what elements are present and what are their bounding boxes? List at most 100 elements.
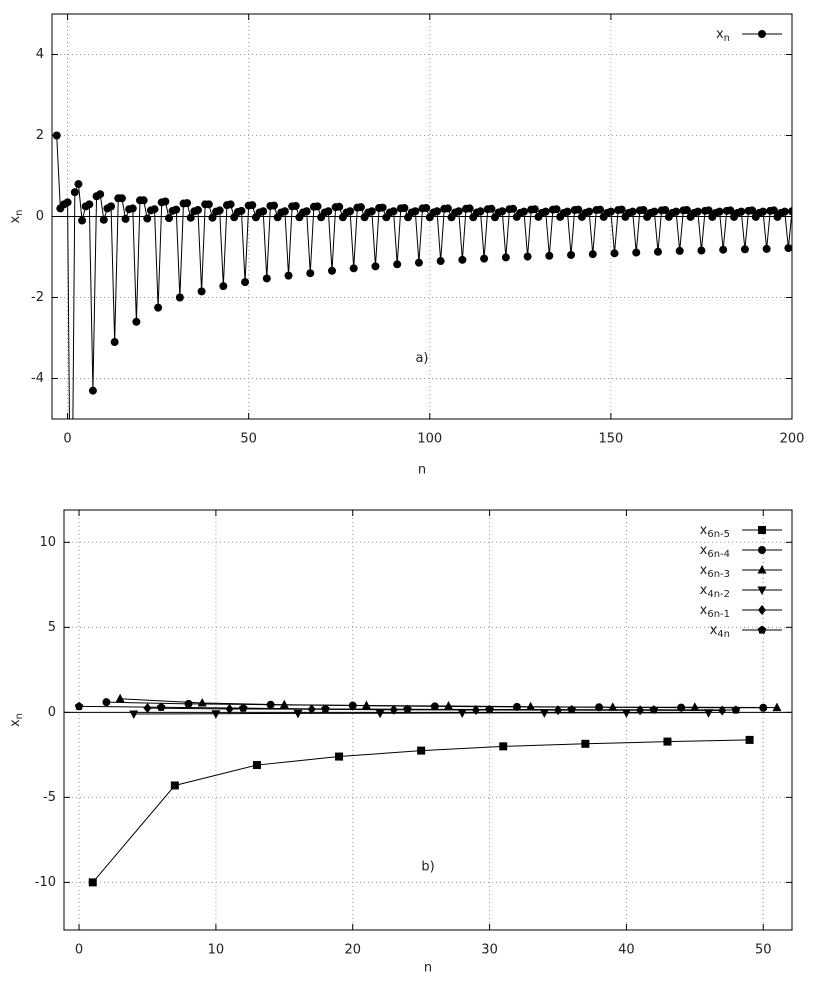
marker [327, 266, 336, 275]
marker [349, 264, 358, 273]
legend-subscript: 6n-4 [707, 549, 730, 560]
legend-name: x [700, 543, 708, 558]
marker [115, 693, 125, 703]
y-tick-label: 0 [48, 705, 56, 720]
marker [335, 202, 344, 211]
marker [444, 701, 454, 710]
legend-label: x4n [710, 623, 730, 641]
marker [150, 205, 159, 214]
marker [70, 188, 79, 197]
marker [436, 257, 445, 266]
legend-subscript: 6n-3 [707, 569, 730, 580]
marker [117, 194, 126, 203]
marker [88, 878, 97, 887]
marker [731, 705, 741, 714]
plot-frame [63, 509, 793, 931]
x-tick-label: 0 [75, 943, 83, 958]
marker [526, 701, 536, 711]
marker [690, 702, 700, 711]
y-tick-label: 10 [39, 535, 56, 550]
marker [545, 251, 554, 260]
marker [238, 703, 248, 712]
marker [563, 207, 572, 216]
marker [215, 206, 224, 215]
y-axis-label-main: x [8, 719, 23, 727]
marker [85, 200, 94, 209]
marker [132, 317, 141, 326]
marker [759, 207, 768, 216]
marker [675, 246, 684, 255]
legend-subscript: 4n-2 [707, 589, 730, 600]
marker [509, 204, 518, 213]
marker [211, 710, 221, 719]
marker [400, 203, 409, 212]
marker [784, 244, 792, 253]
marker [102, 698, 111, 707]
annotation: a) [415, 351, 428, 366]
marker [649, 705, 659, 714]
legend-label: x6n-5 [700, 523, 730, 541]
legend-marker [758, 605, 766, 615]
x-axis-label: n [418, 463, 426, 478]
marker [457, 709, 467, 719]
marker [156, 702, 166, 711]
marker [270, 201, 279, 210]
marker [465, 204, 474, 213]
marker [293, 709, 303, 719]
marker [433, 207, 442, 216]
marker [78, 216, 87, 225]
marker [88, 386, 97, 395]
marker [389, 207, 398, 216]
legend-marker [758, 526, 766, 534]
marker [67, 618, 75, 626]
marker [164, 214, 173, 223]
marker [389, 704, 398, 715]
x-tick-label: 150 [598, 432, 623, 447]
marker [291, 201, 300, 210]
series-layer [74, 693, 782, 887]
marker [219, 282, 228, 291]
marker [197, 287, 206, 296]
marker [367, 207, 376, 216]
marker [672, 207, 681, 216]
marker [718, 705, 727, 716]
legend-name: x [700, 603, 708, 618]
marker [128, 204, 137, 213]
legend-label: x6n-4 [700, 543, 730, 561]
marker [617, 205, 626, 214]
legend-marker [757, 625, 767, 634]
x-tick-label: 50 [240, 432, 257, 447]
series-line [133, 712, 709, 715]
marker [361, 700, 371, 710]
marker [498, 207, 507, 216]
marker [302, 207, 311, 216]
x-tick-label: 100 [417, 432, 442, 447]
legend-label: x4n-2 [700, 583, 730, 601]
marker [471, 704, 480, 715]
y-tick-label: -10 [35, 875, 56, 890]
marker [252, 761, 261, 770]
marker [719, 245, 728, 254]
marker [172, 205, 181, 214]
marker [403, 704, 412, 713]
marker [480, 254, 489, 263]
marker [530, 205, 539, 214]
marker [110, 338, 119, 347]
legend-marker [757, 565, 767, 574]
marker [715, 207, 724, 216]
marker [610, 249, 619, 258]
marker [208, 213, 217, 222]
plot-frame [51, 13, 793, 420]
marker [375, 709, 385, 719]
marker [762, 244, 771, 253]
marker [704, 206, 713, 215]
legend-marker [758, 30, 766, 38]
marker [422, 203, 431, 212]
legend-name: x [710, 623, 718, 638]
y-tick-label: 4 [36, 47, 44, 62]
marker [663, 737, 672, 746]
marker [788, 207, 792, 216]
marker [193, 206, 202, 215]
marker [197, 697, 207, 707]
